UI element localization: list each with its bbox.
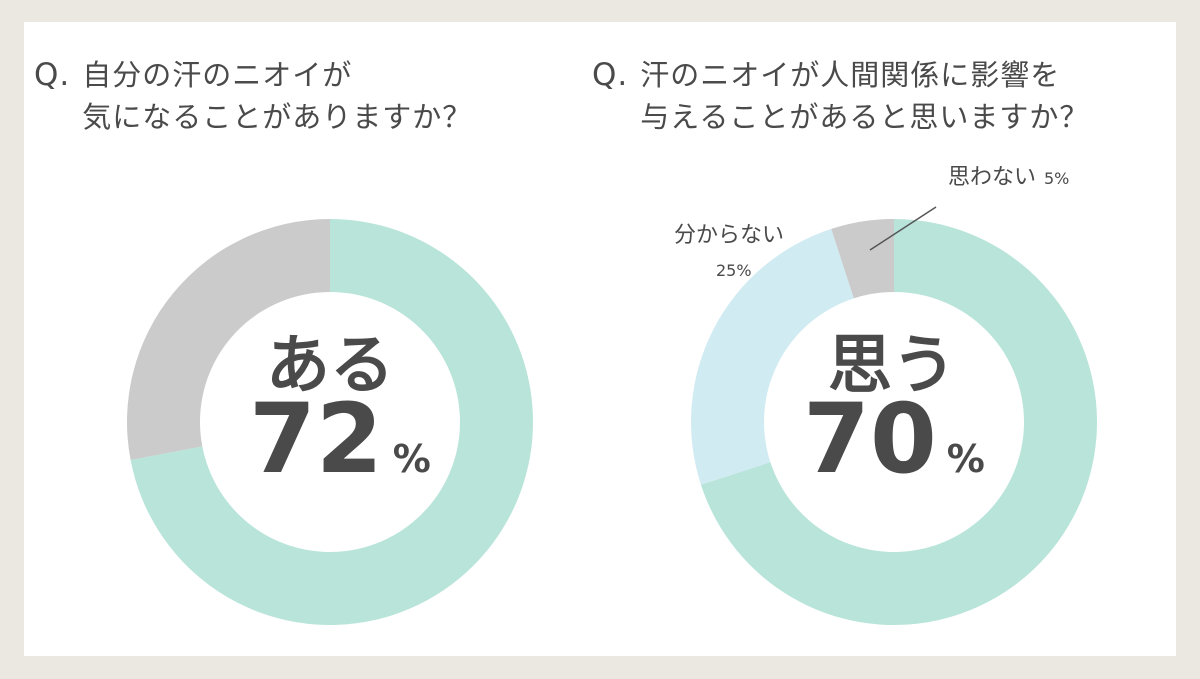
slice-label-wakaranai: 分からない <box>674 223 784 248</box>
chart-panel-left: Q. 自分の汗のニオイが 気になることがありますか？ ある 72% <box>24 22 600 656</box>
center-value-1: 72% <box>249 383 431 495</box>
center-value-unit-2: % <box>947 437 985 481</box>
donut-2-slices <box>691 219 1097 625</box>
center-label-2: 思う <box>828 329 956 403</box>
question-2: Q. 汗のニオイが人間関係に影響を 与えることがあると思いますか？ <box>592 54 1089 138</box>
donut-chart-1: ある 72% <box>126 218 533 625</box>
donut-1-slice-1 <box>130 219 533 625</box>
question-1-line-2: 気になることがありますか？ <box>82 100 473 134</box>
center-value-number-2: 70 <box>803 383 937 495</box>
question-1: Q. 自分の汗のニオイが 気になることがありますか？ <box>34 54 472 138</box>
donut-2-slice-1 <box>700 219 1097 625</box>
slice-value-wakaranai: 25% <box>716 261 752 280</box>
question-2-line-1: 汗のニオイが人間関係に影響を <box>640 58 1061 92</box>
question-mark-1: Q. <box>34 57 71 93</box>
question-mark-2: Q. <box>592 57 629 93</box>
slice-value-omowanai: 5% <box>1044 169 1069 188</box>
callout-line-omowanai <box>869 206 937 251</box>
chart-panel-right: Q. 汗のニオイが人間関係に影響を 与えることがあると思いますか？ 思う 70%… <box>576 22 1152 656</box>
center-label-1: ある <box>266 329 394 403</box>
question-2-line-2: 与えることがあると思いますか？ <box>640 100 1090 134</box>
center-value-unit-1: % <box>393 437 431 481</box>
survey-card: Q. 自分の汗のニオイが 気になることがありますか？ ある 72% Q. 汗のニ… <box>24 22 1176 656</box>
donut-chart-2: 思う 70% 思わない 5% 分からない 25% <box>674 165 1097 625</box>
question-1-line-1: 自分の汗のニオイが <box>82 58 353 92</box>
donut-1-slices <box>126 218 533 625</box>
center-value-number-1: 72 <box>249 383 383 495</box>
donut-1-slice-2 <box>126 218 330 461</box>
slice-label-omowanai: 思わない <box>948 165 1036 190</box>
donut-2-slice-3 <box>831 219 894 299</box>
center-value-2: 70% <box>803 383 985 495</box>
donut-2-slice-2 <box>691 228 854 485</box>
